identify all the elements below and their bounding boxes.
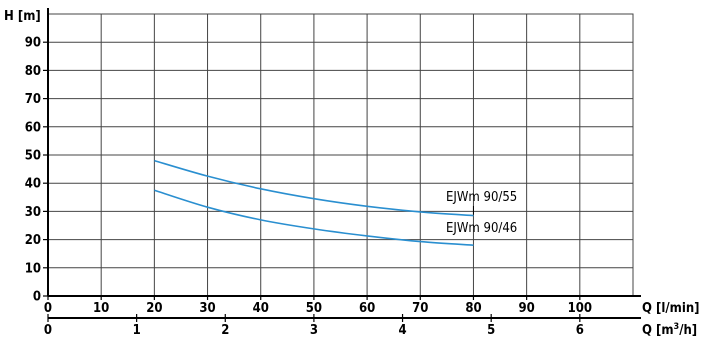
x-axis-label: Q [l/min]: [642, 301, 700, 316]
x-tick-label: 40: [253, 301, 269, 316]
y-tick-label: 0: [33, 290, 41, 305]
x-tick-label: 10: [93, 301, 109, 316]
x2-tick-label: 3: [310, 323, 318, 338]
y-tick-label: 30: [25, 205, 41, 220]
x-tick-label: 0: [44, 301, 52, 316]
y-tick-label: 70: [25, 92, 41, 107]
series-label-2: EJWm 90/46: [446, 221, 517, 236]
x2-tick-label: 4: [398, 323, 406, 338]
y-tick-label: 60: [25, 120, 41, 135]
series-label-1: EJWm 90/55: [446, 190, 517, 205]
series: [154, 159, 474, 247]
y-axis-label: H [m]: [4, 9, 41, 24]
y-tick-label: 80: [25, 64, 41, 79]
series-line-2: [154, 189, 474, 247]
x-tick-label: 60: [359, 301, 375, 316]
x2-tick-label: 0: [44, 323, 52, 338]
x2-tick-label: 5: [487, 323, 495, 338]
grid: [47, 8, 641, 319]
x-axis-label-2: Q [m3/h]: [642, 322, 697, 338]
y-tick-label: 50: [25, 149, 41, 164]
x-tick-label: 80: [465, 301, 481, 316]
x-tick-label: 50: [306, 301, 322, 316]
y-tick-label: 10: [25, 261, 41, 276]
x-tick-label: 100: [568, 301, 592, 316]
x-tick-label: 30: [199, 301, 215, 316]
x2-tick-label: 1: [133, 323, 141, 338]
y-tick-label: 40: [25, 177, 41, 192]
y-tick-label: 20: [25, 233, 41, 248]
x-tick-label: 70: [412, 301, 428, 316]
y-tick-label: 90: [25, 36, 41, 51]
x2-tick-label: 2: [221, 323, 229, 338]
labels: H [m] Q [l/min] Q [m3/h] EJWm 90/55 EJWm 90/…: [4, 9, 700, 338]
x2-tick-label: 6: [576, 323, 584, 338]
x-tick-label: 90: [518, 301, 534, 316]
series-line-1: [154, 159, 474, 217]
x-tick-label: 20: [146, 301, 162, 316]
